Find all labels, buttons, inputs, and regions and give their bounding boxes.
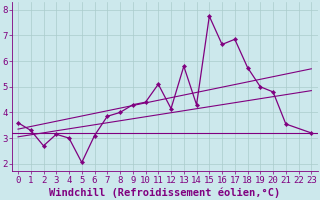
X-axis label: Windchill (Refroidissement éolien,°C): Windchill (Refroidissement éolien,°C) <box>49 187 280 198</box>
